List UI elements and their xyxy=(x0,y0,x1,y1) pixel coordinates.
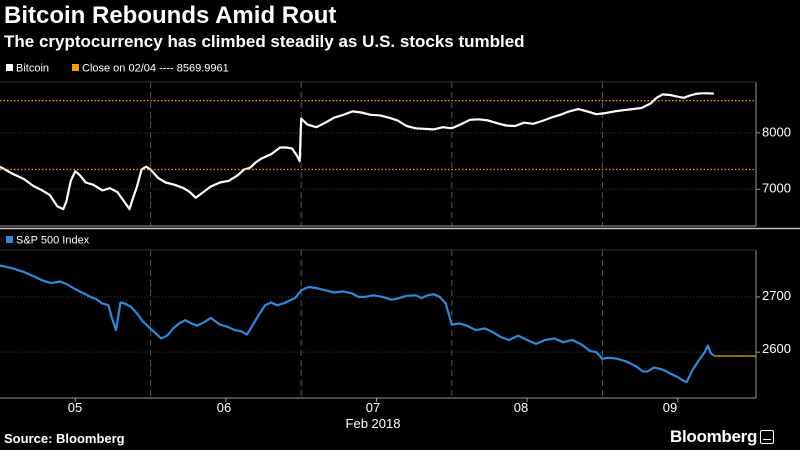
legend-label-sp500: S&P 500 Index xyxy=(16,235,90,247)
chart-title: Bitcoin Rebounds Amid Rout xyxy=(4,2,337,29)
legend-swatch-bitcoin xyxy=(6,64,13,71)
legend-bottom: S&P 500 Index xyxy=(6,235,90,247)
x-tick-label-05: 05 xyxy=(68,400,82,415)
bloomberg-terminal-icon xyxy=(760,430,775,444)
y-tick-label-top-7000: 7000 xyxy=(762,181,791,196)
legend-swatch-sp500 xyxy=(6,236,13,243)
legend-label-close: Close on 02/04 ---- 8569.9961 xyxy=(82,63,229,75)
x-tick-label-06: 06 xyxy=(217,400,231,415)
y-tick-label-bottom-2700: 2700 xyxy=(762,288,791,303)
x-tick-label-07: 07 xyxy=(366,400,380,415)
legend-label-bitcoin: Bitcoin xyxy=(16,63,49,75)
x-tick-label-08: 08 xyxy=(514,400,528,415)
legend-top: Bitcoin Close on 02/04 ---- 8569.9961 xyxy=(6,63,229,75)
y-tick-label-top-8000: 8000 xyxy=(762,125,791,140)
logo-text: Bloomberg xyxy=(670,427,758,446)
chart-subtitle: The cryptocurrency has climbed steadily … xyxy=(4,32,525,51)
y-tick-label-bottom-2600: 2600 xyxy=(762,341,791,356)
bloomberg-logo: Bloomberg xyxy=(670,427,775,447)
source-note: Source: Bloomberg xyxy=(4,431,125,446)
series-line-bitcoin xyxy=(0,92,714,211)
series-line-s-p-500-index xyxy=(0,264,715,384)
x-tick-label-09: 09 xyxy=(663,400,677,415)
x-axis-month-label: Feb 2018 xyxy=(346,416,401,431)
legend-swatch-close xyxy=(72,64,79,71)
